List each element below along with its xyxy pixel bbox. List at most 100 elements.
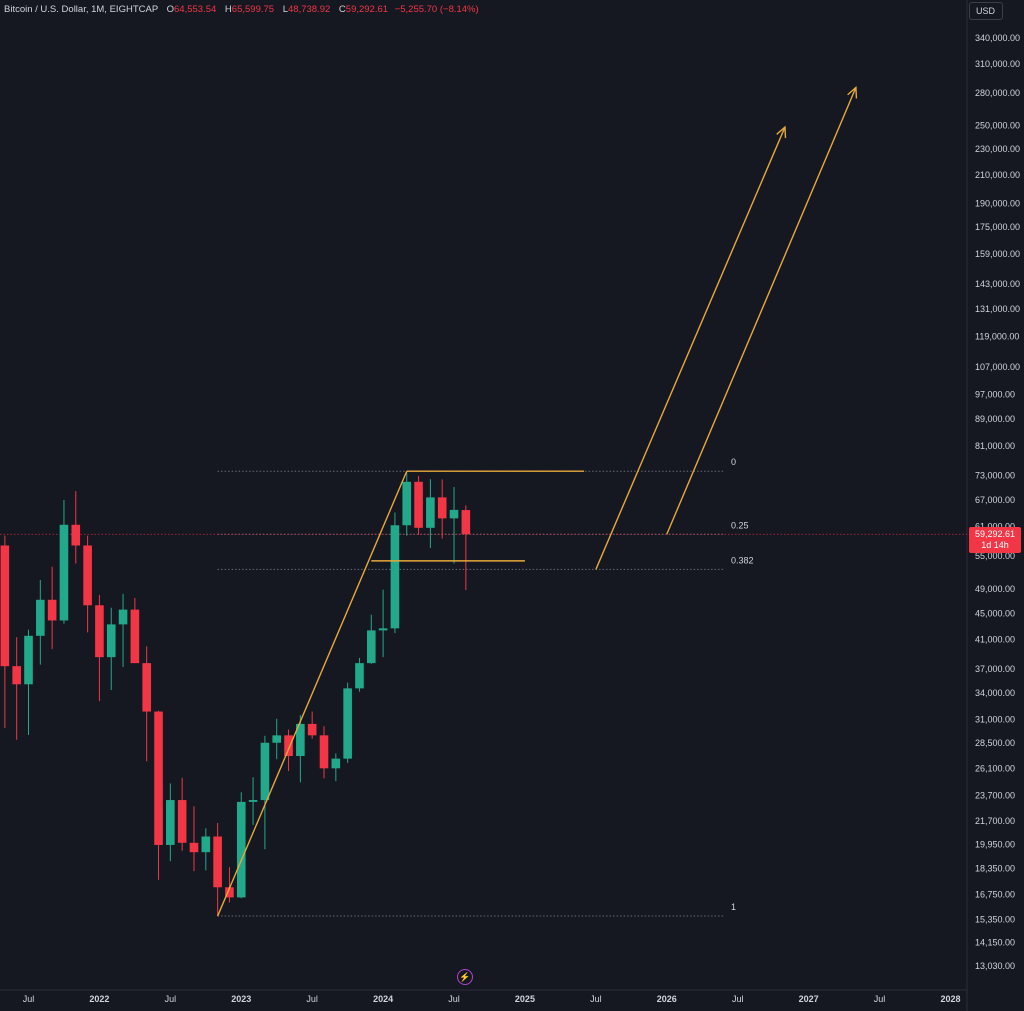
candle-body <box>248 800 258 802</box>
close-value: 59,292.61 <box>345 4 389 15</box>
price-tick-label: 280,000.00 <box>975 88 1020 98</box>
price-tick-label: 49,000.00 <box>975 584 1015 594</box>
time-tick-label: Jul <box>448 994 460 1004</box>
candle <box>47 566 57 650</box>
candle-body <box>201 836 211 853</box>
open-value: 64,553.54 <box>174 4 217 15</box>
candle <box>414 475 423 535</box>
price-tick-label: 21,700.00 <box>975 816 1015 826</box>
price-tick-label: 26,100.00 <box>975 763 1015 773</box>
candle-body <box>213 836 222 888</box>
time-tick-label: 2025 <box>515 994 535 1004</box>
chart-legend: Bitcoin / U.S. Dollar, 1M, EIGHTCAP O64,… <box>4 4 479 15</box>
candle-body <box>272 735 282 743</box>
candle <box>272 718 282 760</box>
price-tick-label: 107,000.00 <box>975 362 1020 372</box>
candle <box>12 637 21 740</box>
high-label: H <box>224 4 232 15</box>
candle-body <box>378 628 388 631</box>
candles <box>0 471 471 917</box>
candle <box>366 614 376 664</box>
candle-body <box>307 723 317 736</box>
candle-body <box>142 663 151 712</box>
candle <box>83 535 92 633</box>
candle-countdown: 1d 14h <box>981 540 1009 550</box>
candle-body <box>106 624 116 658</box>
price-tick-label: 119,000.00 <box>975 332 1019 342</box>
time-axis: Jul 2022 Jul 2023 Jul 2024 Jul 2025 Jul 2026 Jul 20… <box>23 994 961 1004</box>
price-tick-label: 15,350.00 <box>975 914 1015 924</box>
arrow-head <box>847 86 858 99</box>
candle-body <box>437 497 447 519</box>
price-tick-label: 14,150.00 <box>975 937 1015 947</box>
candle <box>449 487 459 564</box>
price-axis: 13,030.00 14,150.00 15,350.00 16,750.00 18,3… <box>975 33 1020 971</box>
candle <box>378 589 388 658</box>
projection-arrow-line <box>595 126 786 570</box>
candle-body <box>36 599 45 636</box>
time-tick-label: 2022 <box>89 994 109 1004</box>
candle <box>118 593 128 667</box>
candle <box>213 822 222 917</box>
candle-body <box>355 663 364 689</box>
current-price-value: 59,292.61 <box>974 529 1016 539</box>
candle <box>0 535 10 729</box>
candle <box>296 715 305 783</box>
candle <box>461 505 471 591</box>
candle-body <box>236 801 246 898</box>
fib-level-label: 1 <box>731 902 736 912</box>
price-tick-label: 175,000.00 <box>975 222 1020 232</box>
fib-level-label: 0.382 <box>731 555 754 565</box>
candle-body <box>449 509 459 519</box>
candle-body <box>319 735 329 769</box>
price-tick-label: 19,950.00 <box>975 840 1015 850</box>
candle-body <box>118 609 128 625</box>
candle-body <box>343 688 352 759</box>
close-label: C <box>338 4 346 15</box>
price-tick-label: 230,000.00 <box>975 144 1020 154</box>
time-tick-label: 2024 <box>373 994 393 1004</box>
candle <box>236 792 246 899</box>
candle <box>95 594 104 702</box>
candle-body <box>0 545 10 667</box>
price-tick-label: 210,000.00 <box>975 170 1020 180</box>
candle <box>166 783 175 862</box>
candle-body <box>95 605 104 658</box>
price-tick-label: 45,000.00 <box>975 608 1015 618</box>
time-tick-label: 2023 <box>231 994 251 1004</box>
lightning-icon[interactable]: ⚡ <box>457 969 473 985</box>
candle <box>390 512 400 634</box>
price-tick-label: 28,500.00 <box>975 738 1015 748</box>
candle-body <box>59 524 69 621</box>
price-tick-label: 23,700.00 <box>975 791 1015 801</box>
time-tick-label: 2028 <box>940 994 960 1004</box>
projection-arrow-line <box>666 87 857 535</box>
candle-body <box>130 609 140 664</box>
candle <box>402 471 412 536</box>
price-tick-label: 34,000.00 <box>975 688 1015 698</box>
candle <box>36 579 45 665</box>
candle <box>426 479 435 548</box>
candle-body <box>284 735 293 757</box>
time-tick-label: Jul <box>874 994 886 1004</box>
time-tick-label: Jul <box>165 994 177 1004</box>
candle-body <box>225 887 234 898</box>
candle <box>130 597 140 664</box>
candle <box>201 828 211 871</box>
price-tick-label: 31,000.00 <box>975 714 1015 724</box>
candle-body <box>189 842 199 853</box>
candle <box>71 491 81 564</box>
time-tick-label: 2026 <box>657 994 677 1004</box>
candle <box>225 867 234 903</box>
low-value: 48,738.92 <box>288 4 331 15</box>
price-tick-label: 13,030.00 <box>975 961 1015 971</box>
trend-line <box>216 470 408 917</box>
candle-body <box>24 635 33 685</box>
candle-body <box>366 630 376 664</box>
time-tick-label: Jul <box>590 994 602 1004</box>
candle-body <box>296 723 305 757</box>
candle-body <box>260 742 270 801</box>
price-tick-label: 18,350.00 <box>975 864 1015 874</box>
currency-button[interactable]: USD <box>969 2 1003 20</box>
